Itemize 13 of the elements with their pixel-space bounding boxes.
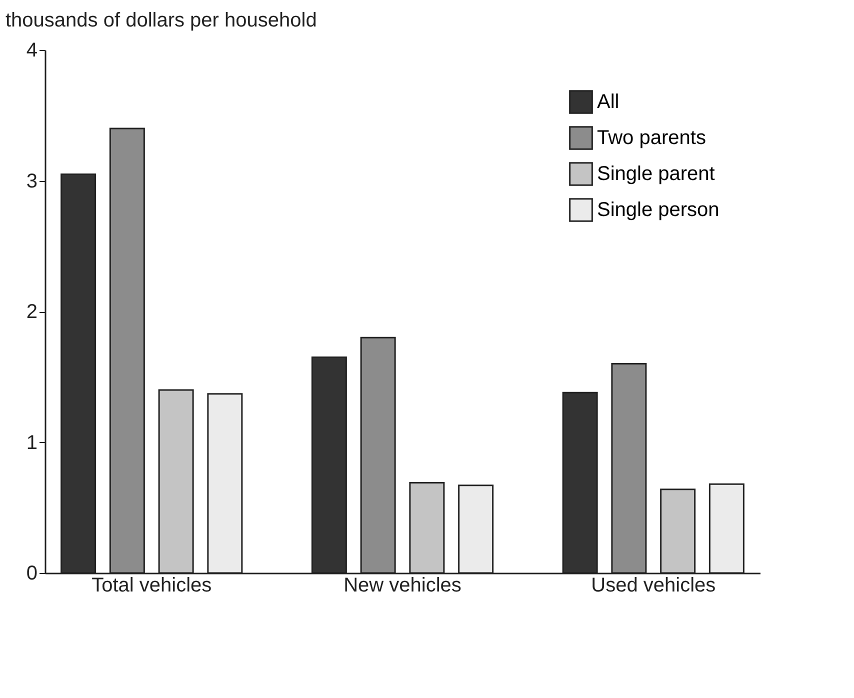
y-tick-label: 2 xyxy=(26,301,38,323)
legend-label: Single parent xyxy=(597,163,716,185)
y-tick-label: 3 xyxy=(26,170,38,192)
legend-label: Two parents xyxy=(597,127,706,149)
y-tick-label: 0 xyxy=(26,562,38,584)
x-tick-label: New vehicles xyxy=(344,574,462,596)
y-axis-title: thousands of dollars per household xyxy=(6,10,317,32)
y-tick-label: 1 xyxy=(26,432,38,454)
legend-label: All xyxy=(597,91,620,113)
y-tick-label: 4 xyxy=(26,40,38,62)
x-tick-label: Total vehicles xyxy=(92,574,212,596)
x-tick-label: Used vehicles xyxy=(591,574,716,596)
legend-label: Single person xyxy=(597,199,720,221)
